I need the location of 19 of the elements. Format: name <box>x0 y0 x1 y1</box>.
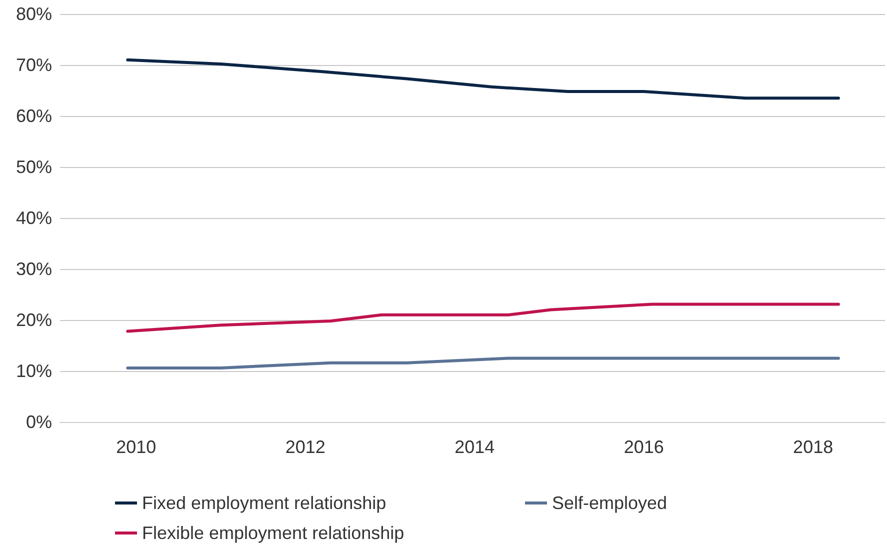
y-tick-label: 40% <box>16 208 52 228</box>
y-tick-label: 0% <box>26 412 52 432</box>
y-tick-label: 10% <box>16 361 52 381</box>
y-tick-label: 50% <box>16 157 52 177</box>
legend-label: Fixed employment relationship <box>142 493 386 513</box>
x-tick-label: 2010 <box>116 437 156 457</box>
line-series <box>126 302 840 333</box>
y-tick-label: 20% <box>16 310 52 330</box>
y-tick-label: 80% <box>16 4 52 24</box>
x-tick-label: 2018 <box>793 437 834 457</box>
x-tick-label: 2014 <box>454 437 495 457</box>
line-series <box>126 58 840 100</box>
legend-label: Flexible employment relationship <box>142 523 404 543</box>
x-tick-label: 2016 <box>624 437 664 457</box>
y-tick-label: 30% <box>16 259 52 279</box>
y-tick-label: 60% <box>16 106 52 126</box>
legend-label: Self-employed <box>552 493 668 513</box>
x-tick-label: 2012 <box>285 437 326 457</box>
y-tick-label: 70% <box>16 55 52 75</box>
